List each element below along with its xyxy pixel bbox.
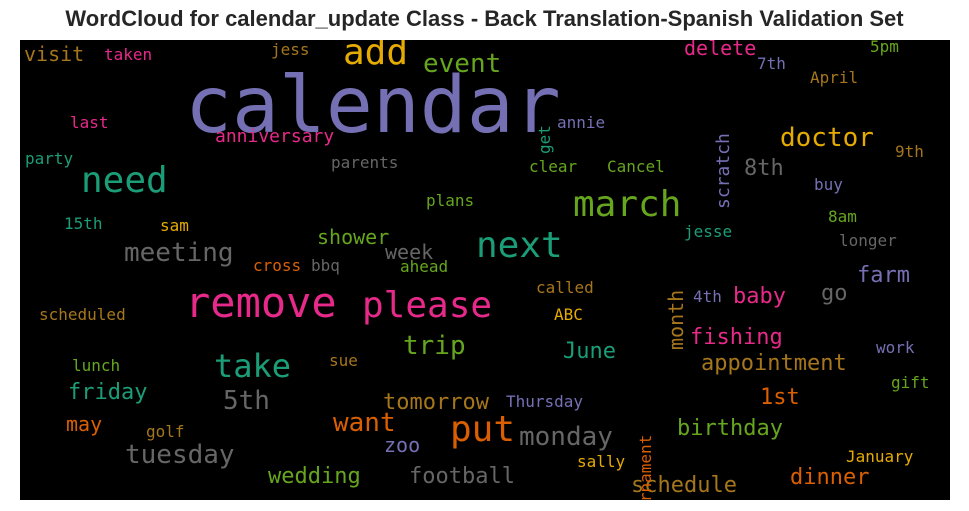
word-4th: 4th: [693, 287, 722, 306]
word-longer: longer: [839, 231, 897, 250]
word-delete: delete: [684, 40, 757, 60]
word-9th: 9th: [895, 142, 924, 161]
word-get: get: [535, 124, 554, 154]
word-need: need: [81, 160, 168, 201]
word-add: add: [343, 40, 409, 73]
word-jess: jess: [271, 40, 310, 59]
word-work: work: [876, 338, 915, 357]
word-plans: plans: [426, 191, 475, 210]
word-farm: farm: [857, 263, 910, 288]
word-cancel: Cancel: [607, 157, 665, 176]
word-may: may: [66, 412, 103, 436]
word-meeting: meeting: [124, 238, 234, 268]
word-go: go: [821, 281, 848, 306]
word-wedding: wedding: [268, 464, 361, 489]
word-month: month: [664, 289, 688, 350]
word-annie: annie: [557, 113, 606, 132]
word-party: party: [25, 149, 74, 168]
word-want: want: [333, 408, 396, 438]
word-abc: ABC: [554, 305, 583, 324]
word-5pm: 5pm: [870, 40, 899, 56]
word-sam: sam: [160, 216, 189, 235]
word-thursday: Thursday: [506, 392, 584, 411]
word-8th: 8th: [744, 156, 784, 181]
word-take: take: [214, 347, 292, 385]
word-taken: taken: [104, 45, 153, 64]
word-april: April: [810, 68, 859, 87]
word-friday: friday: [68, 380, 148, 405]
word-clear: clear: [529, 157, 578, 176]
word-shower: shower: [317, 225, 390, 249]
word-appointment: appointment: [701, 351, 847, 376]
word-zoo: zoo: [384, 433, 421, 457]
word-tuesday: tuesday: [125, 440, 235, 470]
word-please: please: [362, 285, 493, 326]
chart-title: WordCloud for calendar_update Class - Ba…: [65, 6, 904, 31]
word-parents: parents: [331, 153, 399, 172]
word-calendar: calendar: [185, 61, 561, 151]
word-birthday: birthday: [677, 416, 783, 441]
word-week: week: [385, 240, 434, 264]
word-jesse: jesse: [684, 222, 733, 241]
word-gift: gift: [891, 373, 930, 392]
word-tomorrow: tomorrow: [383, 390, 489, 415]
word-trip: trip: [403, 331, 466, 361]
word-football: football: [409, 464, 515, 489]
word-remove: remove: [185, 278, 337, 327]
word-monday: monday: [519, 422, 613, 452]
word-visit: visit: [24, 42, 85, 66]
word-june: June: [563, 339, 616, 364]
word-fishing: fishing: [690, 325, 783, 350]
word-golf: golf: [146, 422, 185, 441]
word-lunch: lunch: [72, 356, 121, 375]
word-last: last: [70, 113, 109, 132]
word-doctor: doctor: [780, 123, 874, 153]
wordcloud-canvas: calendar remove please add march next need put t…: [20, 40, 950, 500]
word-january: January: [846, 447, 914, 466]
word-cross: cross: [253, 256, 302, 275]
word-called: called: [536, 278, 594, 297]
word-anniversary: anniversary: [215, 126, 335, 147]
word-8am: 8am: [828, 207, 857, 226]
word-dinner: dinner: [790, 465, 870, 490]
word-next: next: [476, 225, 563, 266]
word-ahead: ahead: [400, 257, 449, 276]
word-7th: 7th: [757, 54, 786, 73]
word-put: put: [450, 409, 516, 450]
word-event: event: [423, 49, 502, 79]
word-buy: buy: [814, 175, 843, 194]
word-baby: baby: [733, 284, 786, 309]
word-sally: sally: [577, 452, 626, 471]
word-march: march: [573, 184, 682, 225]
word-bbq: bbq: [311, 256, 340, 275]
word-15th: 15th: [64, 214, 103, 233]
word-1st: 1st: [760, 385, 800, 410]
word-scheduled: scheduled: [39, 305, 126, 324]
word-scratch: scratch: [713, 132, 734, 209]
word-tournament: tournament: [636, 434, 655, 500]
word-5th: 5th: [223, 386, 270, 416]
word-sue: sue: [329, 351, 358, 370]
word-schedule: schedule: [631, 473, 737, 498]
